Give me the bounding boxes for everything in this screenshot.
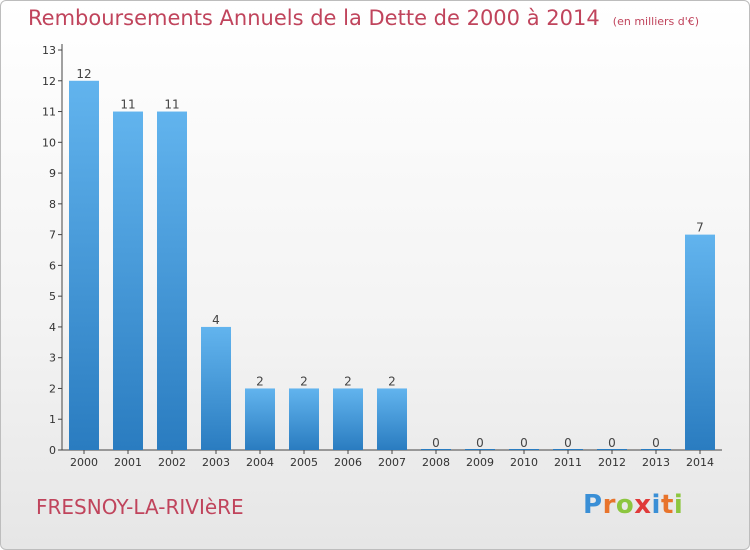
chart-subtitle: (en milliers d'€) <box>612 15 700 28</box>
data-label-2001: 11 <box>120 98 135 112</box>
data-label-2000: 12 <box>76 67 91 81</box>
data-label-2005: 2 <box>300 374 308 388</box>
x-tick-label: 2002 <box>158 456 186 469</box>
bar-2010 <box>509 449 539 450</box>
y-tick-label: 4 <box>49 321 56 334</box>
bar-2006 <box>333 388 363 450</box>
data-label-2008: 0 <box>432 436 440 450</box>
bar-2012 <box>597 449 627 450</box>
x-tick-label: 2014 <box>686 456 714 469</box>
bar-2014 <box>685 234 715 450</box>
data-label-2007: 2 <box>388 374 396 388</box>
bar-2001 <box>113 111 143 451</box>
logo-letter: r <box>602 490 616 520</box>
bar-2002 <box>157 111 187 451</box>
bar-2009 <box>465 449 495 450</box>
y-tick-label: 5 <box>49 290 56 303</box>
x-tick-label: 2001 <box>114 456 142 469</box>
data-label-2006: 2 <box>344 374 352 388</box>
data-label-2002: 11 <box>164 98 179 112</box>
y-tick-label: 7 <box>49 229 56 242</box>
chart-title: Remboursements Annuels de la Dette de 20… <box>28 6 600 30</box>
y-tick-label: 1 <box>49 413 56 426</box>
x-tick-label: 2010 <box>510 456 538 469</box>
x-tick-label: 2009 <box>466 456 494 469</box>
bar-2013 <box>641 449 671 450</box>
x-tick-label: 2005 <box>290 456 318 469</box>
y-tick-label: 9 <box>49 167 56 180</box>
logo-letter: i <box>651 490 661 520</box>
logo-letter: o <box>615 490 635 520</box>
x-tick-label: 2008 <box>422 456 450 469</box>
logo-letter: i <box>673 490 684 520</box>
x-tick-label: 2003 <box>202 456 230 469</box>
data-label-2004: 2 <box>256 374 264 388</box>
bar-2003 <box>201 326 231 450</box>
data-label-2009: 0 <box>476 436 484 450</box>
y-tick-label: 3 <box>49 352 56 365</box>
x-tick-label: 2000 <box>70 456 98 469</box>
data-label-2003: 4 <box>212 313 220 327</box>
x-tick-label: 2011 <box>554 456 582 469</box>
bar-2000 <box>69 80 99 451</box>
data-label-2012: 0 <box>608 436 616 450</box>
y-tick-label: 6 <box>49 259 56 272</box>
logo-letter: P <box>583 490 603 520</box>
x-tick-label: 2013 <box>642 456 670 469</box>
y-tick-label: 0 <box>49 444 56 457</box>
data-label-2013: 0 <box>652 436 660 450</box>
data-label-2014: 7 <box>696 221 704 235</box>
bar-2005 <box>289 388 319 450</box>
x-tick-label: 2004 <box>246 456 274 469</box>
y-tick-label: 13 <box>42 44 56 57</box>
bars <box>69 80 715 451</box>
logo-letter: t <box>660 490 674 520</box>
data-labels: 12 11 11 4 2 2 2 2 0 0 0 0 0 0 7 <box>76 67 703 450</box>
bar-2004 <box>245 388 275 450</box>
proxiti-logo[interactable]: Proxiti <box>583 490 683 520</box>
y-tick-label: 8 <box>49 198 56 211</box>
y-tick-label: 10 <box>42 136 56 149</box>
logo-letter: x <box>634 490 652 520</box>
x-tick-label: 2006 <box>334 456 362 469</box>
y-tick-label: 12 <box>42 75 56 88</box>
bar-2011 <box>553 449 583 450</box>
x-tick-label: 2012 <box>598 456 626 469</box>
title-row: Remboursements Annuels de la Dette de 20… <box>28 6 699 30</box>
bar-2008 <box>421 449 451 450</box>
y-tick-label: 2 <box>49 382 56 395</box>
data-label-2011: 0 <box>564 436 572 450</box>
bar-2007 <box>377 388 407 450</box>
x-tick-label: 2007 <box>378 456 406 469</box>
commune-name: FRESNOY-LA-RIVIèRE <box>36 495 244 519</box>
y-tick-label: 11 <box>42 106 56 119</box>
data-label-2010: 0 <box>520 436 528 450</box>
